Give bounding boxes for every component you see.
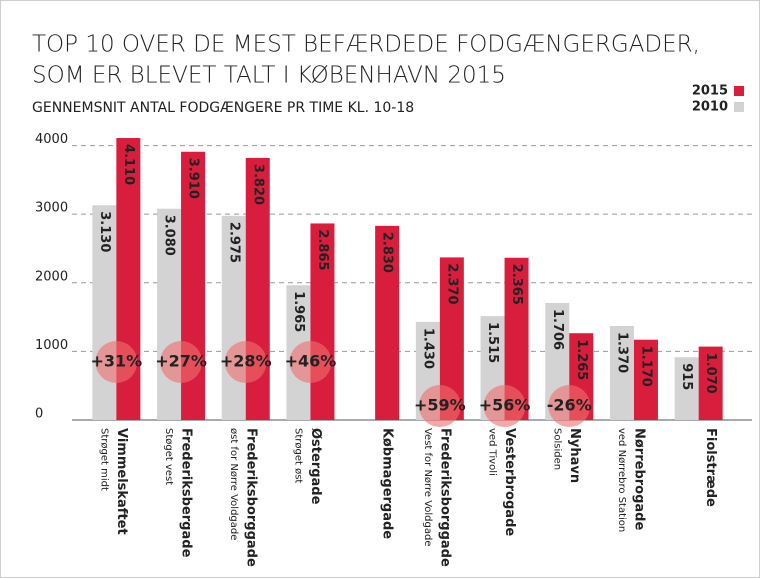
x-tick-label: Østergade xyxy=(308,428,323,505)
value-label: 1.706 xyxy=(550,309,565,350)
value-label: 1.515 xyxy=(485,322,500,363)
legend-swatch xyxy=(734,102,744,112)
change-label: +59% xyxy=(414,396,466,415)
bar xyxy=(310,223,335,420)
value-label: 3.130 xyxy=(97,211,112,252)
value-label: 3.080 xyxy=(162,215,177,256)
bar xyxy=(674,357,699,420)
value-label: 3.820 xyxy=(250,164,265,205)
value-label: 1.170 xyxy=(638,346,653,387)
change-badge xyxy=(95,341,138,383)
x-tick-label: Frederiksborggade xyxy=(243,428,258,567)
y-tick-label: 3000 xyxy=(35,201,68,216)
value-label: 1.430 xyxy=(420,328,435,369)
bar xyxy=(221,215,246,420)
chart-subtitle: GENNEMSNIT ANTAL FODGÆNGERE PR TIME KL. … xyxy=(32,100,414,116)
bar xyxy=(157,208,182,420)
value-label: 2.370 xyxy=(444,263,459,304)
change-badge xyxy=(418,385,461,427)
y-tick-label: 4000 xyxy=(35,132,68,147)
change-label: +28% xyxy=(220,352,272,371)
x-tick-sublabel: øst for Nørre Voldgade xyxy=(228,428,239,540)
x-tick-sublabel: Solsiden xyxy=(551,428,562,470)
x-tick-label: Vesterbrogade xyxy=(502,428,517,536)
chart-title: SOM ER BLEVET TALT I KØBENHAVN 2015 xyxy=(32,63,506,89)
change-badge xyxy=(548,385,591,427)
value-label: 2.865 xyxy=(315,229,330,270)
change-label: -26% xyxy=(547,396,592,415)
x-tick-sublabel: Strøget midt xyxy=(98,428,109,491)
change-label: +46% xyxy=(285,352,337,371)
x-tick-label: Købmagergade xyxy=(380,428,395,539)
y-tick-label: 0 xyxy=(35,407,43,422)
value-label: 2.365 xyxy=(509,264,524,305)
y-tick-label: 1000 xyxy=(35,338,68,353)
value-label: 915 xyxy=(679,363,694,390)
change-badge xyxy=(289,341,332,383)
bar xyxy=(698,346,723,420)
bar xyxy=(375,225,400,420)
x-tick-label: Frederiksborggade xyxy=(437,428,452,567)
legend-label: 2015 xyxy=(692,84,728,99)
x-tick-label: Nørrebrogade xyxy=(631,428,646,530)
value-label: 1.965 xyxy=(291,291,306,332)
x-tick-sublabel: ved Tivoli xyxy=(487,428,498,476)
chart-title: TOP 10 OVER DE MEST BEFÆRDEDE FODGÆNGERG… xyxy=(32,32,700,58)
y-tick-label: 2000 xyxy=(35,269,68,284)
change-badge xyxy=(483,385,526,427)
legend-swatch xyxy=(734,86,744,96)
value-label: 3.910 xyxy=(186,158,201,199)
x-tick-sublabel: Strøget øst xyxy=(292,428,303,483)
value-label: 1.265 xyxy=(574,339,589,380)
change-label: +56% xyxy=(479,396,531,415)
x-tick-label: Nyhavn xyxy=(567,428,582,483)
x-tick-label: Vimmelskaftet xyxy=(114,428,129,535)
value-label: 1.070 xyxy=(703,353,718,394)
x-tick-sublabel: Støget vest xyxy=(163,428,174,485)
bar xyxy=(609,326,634,420)
value-label: 2.830 xyxy=(380,232,395,273)
change-label: +31% xyxy=(90,352,142,371)
bar xyxy=(633,339,658,420)
change-badge xyxy=(224,341,267,383)
bar xyxy=(92,205,117,420)
x-tick-sublabel: ved Nørrebro Station xyxy=(616,428,627,532)
value-label: 2.975 xyxy=(226,222,241,263)
change-label: +27% xyxy=(155,352,207,371)
change-badge xyxy=(160,341,203,383)
legend-label: 2010 xyxy=(692,100,728,115)
x-tick-label: Frederiksbergade xyxy=(179,428,194,558)
value-label: 4.110 xyxy=(121,144,136,185)
x-tick-sublabel: Vest for Nørre Voldgade xyxy=(422,428,433,547)
value-label: 1.370 xyxy=(614,332,629,373)
x-tick-label: Fiolstræde xyxy=(703,428,718,507)
